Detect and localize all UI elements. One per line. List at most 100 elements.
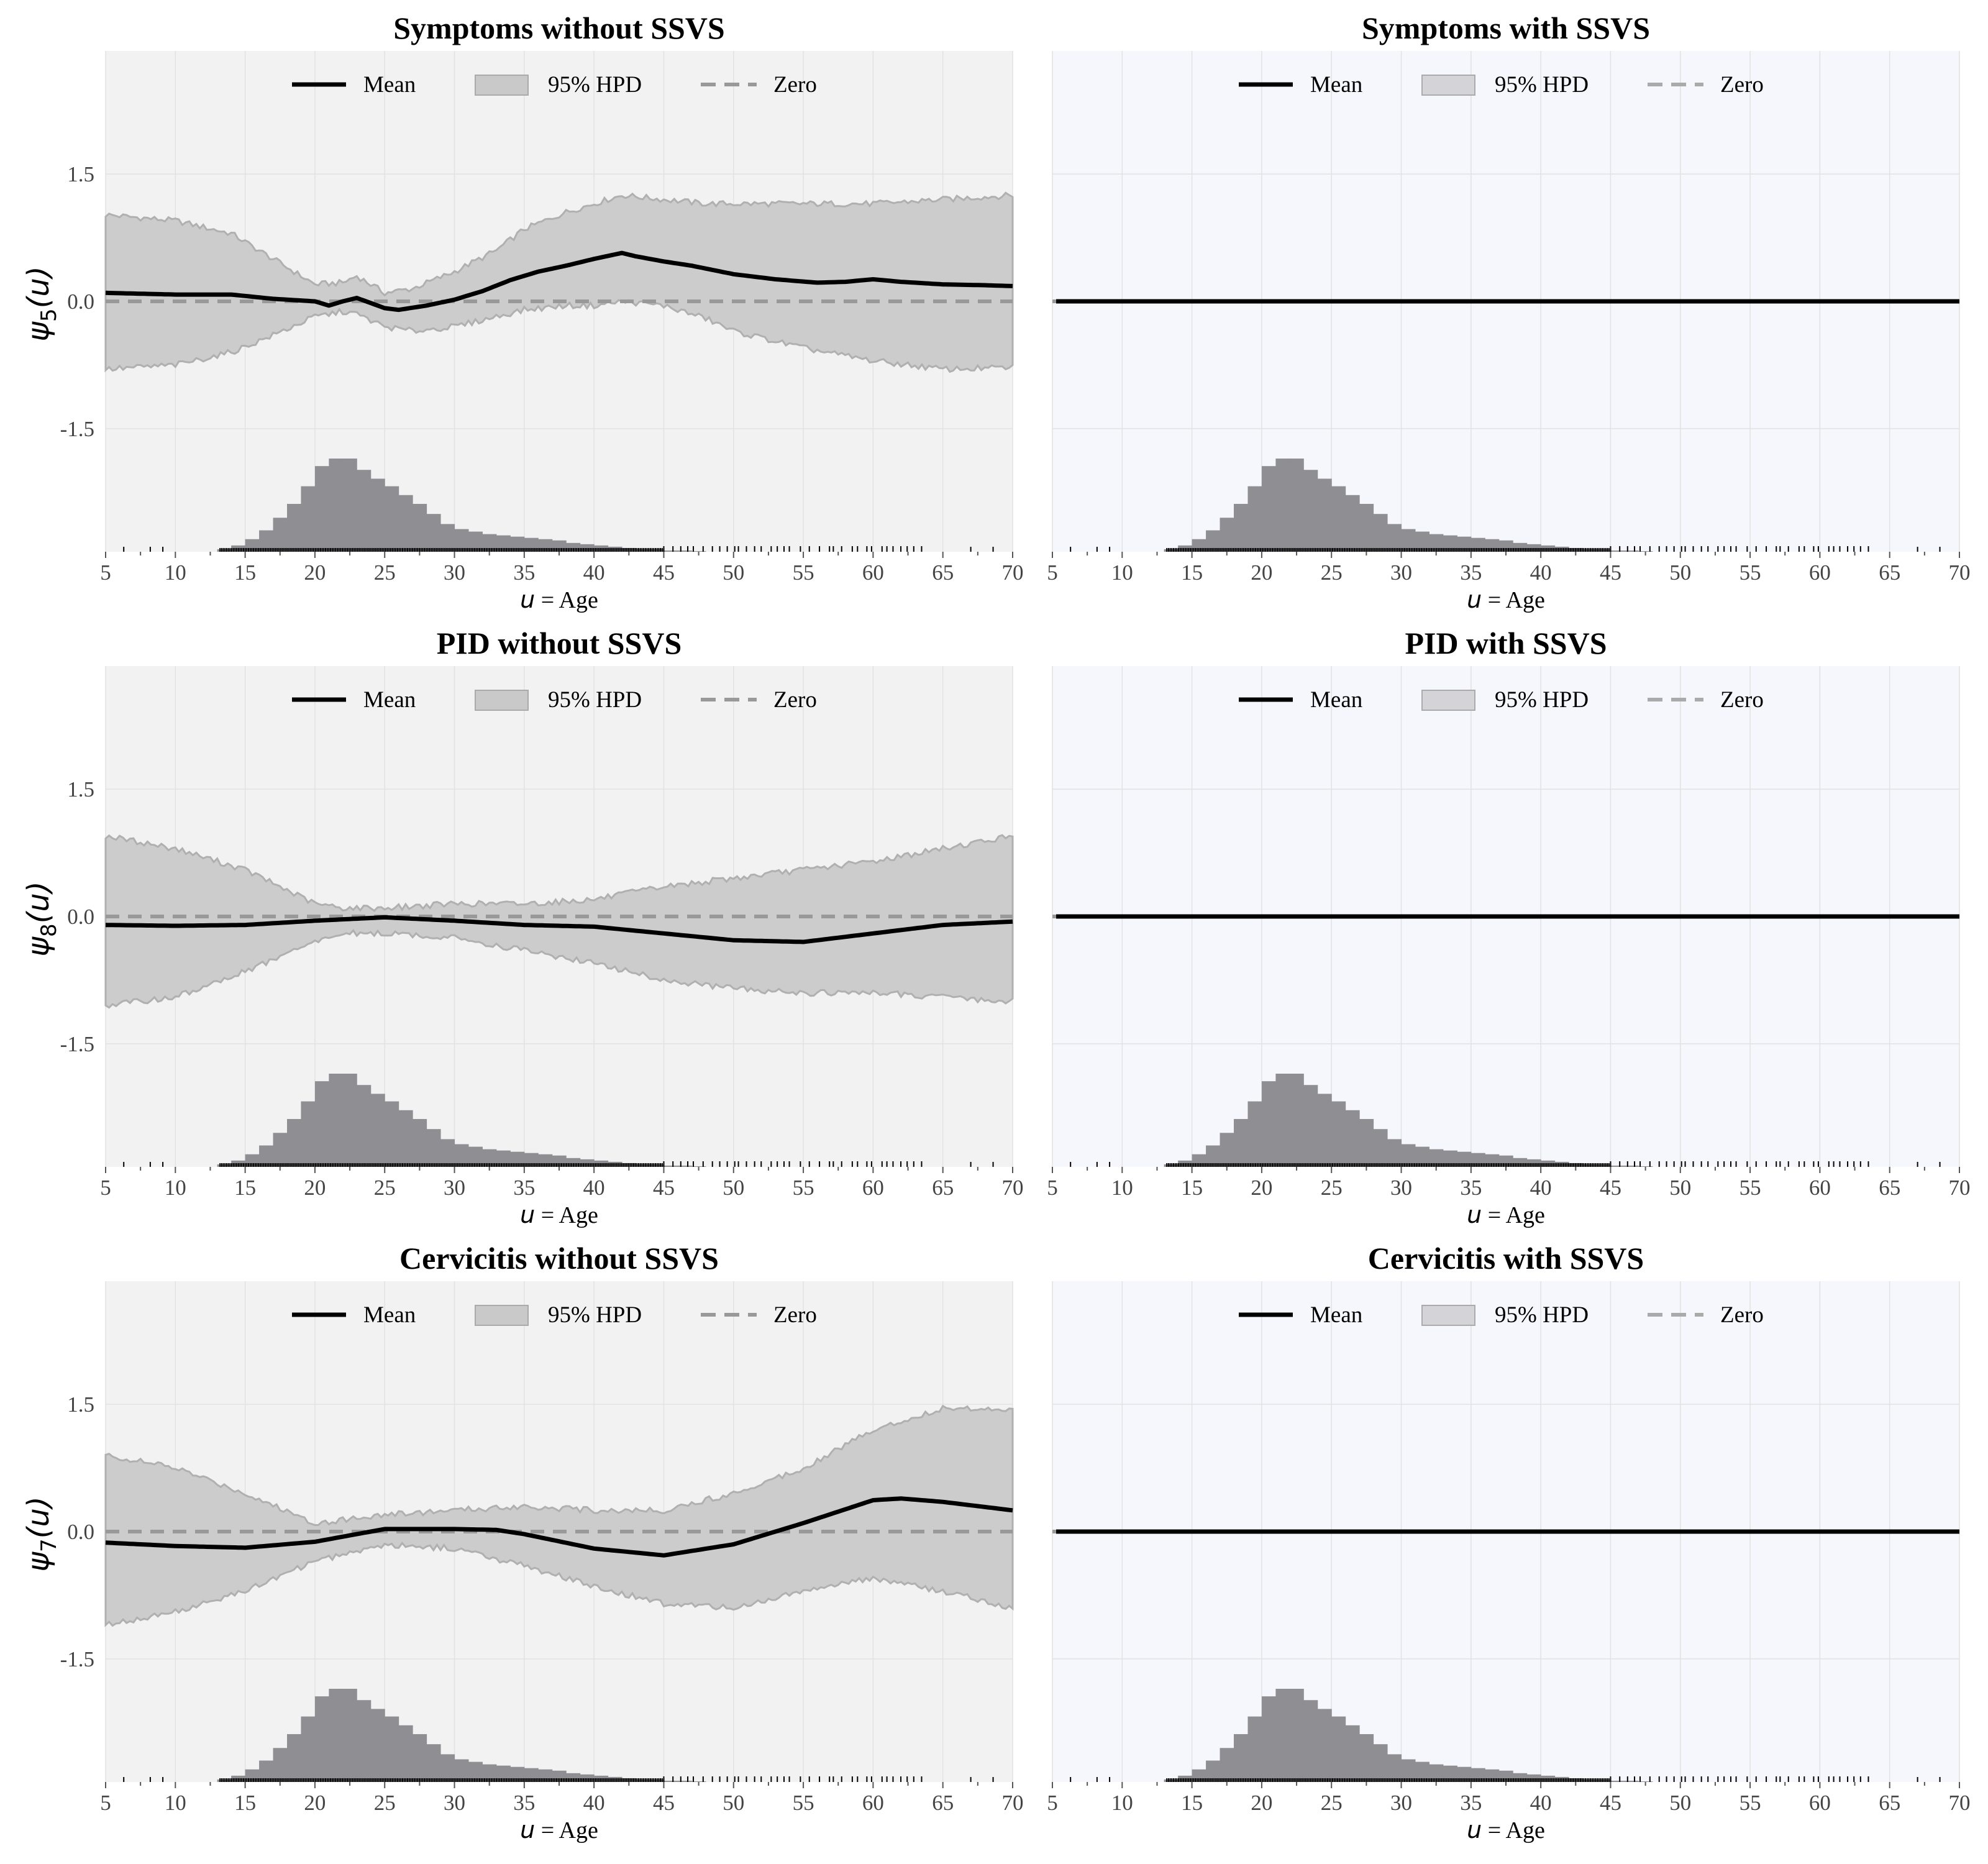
legend-hpd-label: 95% HPD — [1495, 72, 1589, 98]
histogram-bar — [1359, 1118, 1374, 1167]
x-tick-label: 35 — [1460, 1176, 1482, 1200]
histogram-bar — [1638, 551, 1653, 552]
x-axis-label-rest: = Age — [535, 1202, 598, 1228]
x-tick-label: 65 — [932, 560, 954, 585]
y-axis-label: ψ5(u) — [21, 266, 62, 341]
histogram-bar — [440, 524, 455, 552]
x-tick-label: 50 — [1669, 560, 1691, 585]
histogram-bar — [357, 1085, 372, 1167]
panel-5: 5 10 15 20 25 30 35 40 45 50 55 60 65 70 u = Age Cervic… — [1047, 1241, 1970, 1843]
legend: Mean 95% HPD Zero — [1239, 687, 1764, 713]
x-tick-label: 5 — [100, 560, 111, 585]
y-axis-label-arg: (u) — [21, 881, 56, 923]
histogram-bar — [677, 550, 692, 552]
x-tick-label: 55 — [793, 1791, 814, 1815]
histogram-bar — [1624, 1165, 1639, 1167]
histogram-bar — [1610, 1780, 1625, 1782]
legend-mean-label: Mean — [363, 1302, 416, 1328]
legend-hpd-label: 95% HPD — [548, 72, 642, 98]
y-axis-label-sub: 5 — [37, 308, 62, 322]
y-axis-label-main: ψ — [21, 1551, 56, 1572]
histogram-bar — [1457, 536, 1472, 552]
x-tick-label: 20 — [304, 560, 326, 585]
histogram-bar — [1401, 529, 1416, 552]
histogram-bar — [663, 1780, 678, 1782]
histogram-bar — [329, 1689, 344, 1782]
x-tick-label: 20 — [1251, 1176, 1272, 1200]
histogram-bar — [357, 1700, 372, 1782]
x-tick-label: 35 — [513, 1791, 535, 1815]
age-rug — [123, 1776, 994, 1782]
x-tick-label: 45 — [653, 1176, 675, 1200]
x-tick-label: 55 — [1740, 1791, 1761, 1815]
histogram-bar — [370, 1709, 385, 1782]
histogram-bar — [1582, 1779, 1597, 1782]
histogram-bar — [468, 1761, 483, 1782]
x-axis-label-var: u — [520, 1816, 535, 1843]
x-tick-label: 5 — [1047, 1176, 1058, 1200]
histogram-bar — [440, 1139, 455, 1167]
x-tick-label: 5 — [100, 1176, 111, 1200]
histogram-bar — [1234, 503, 1248, 552]
y-axis-label-arg: (u) — [21, 266, 56, 308]
x-tick-label: 50 — [723, 560, 744, 585]
histogram-bar — [1331, 486, 1346, 552]
x-tick-label: 55 — [793, 560, 814, 585]
panel-title: Symptoms without SSVS — [393, 11, 724, 45]
histogram-bar — [217, 1779, 232, 1782]
histogram-bar — [1206, 1145, 1221, 1167]
x-tick-label: 35 — [513, 560, 535, 585]
histogram-bar — [259, 1145, 274, 1167]
x-tick-label: 65 — [1879, 1176, 1900, 1200]
histogram-bar — [259, 1760, 274, 1782]
histogram-bar — [1220, 1748, 1234, 1782]
histogram-bar — [510, 1766, 525, 1782]
histogram-bar — [1401, 1759, 1416, 1782]
histogram-bar — [1373, 514, 1388, 552]
histogram-bar — [552, 1155, 567, 1167]
x-tick-label: 20 — [1251, 560, 1272, 585]
histogram-bar — [1387, 1754, 1402, 1782]
histogram-bar — [510, 536, 525, 552]
histogram-bar — [1289, 1074, 1304, 1167]
age-rug — [1070, 1161, 1941, 1167]
y-tick-label: -1.5 — [60, 1032, 94, 1056]
legend-zero-label: Zero — [773, 72, 817, 98]
legend-zero-label: Zero — [1720, 72, 1764, 98]
histogram-bar — [1582, 1164, 1597, 1167]
panel-4: 5 10 15 20 25 30 35 40 45 50 55 60 65 70 1.5 0.0 -1.5 u =… — [21, 1241, 1024, 1843]
x-tick-label: 60 — [1809, 1176, 1831, 1200]
x-tick-label: 55 — [1740, 1176, 1761, 1200]
x-tick-label: 70 — [1949, 1176, 1971, 1200]
x-axis-label: u = Age — [1467, 586, 1545, 613]
x-tick-label: 35 — [1460, 560, 1482, 585]
histogram-bar — [1415, 531, 1429, 552]
histogram-bar — [1289, 1689, 1304, 1782]
x-tick-label: 25 — [1321, 1176, 1343, 1200]
histogram-bar — [1247, 1101, 1262, 1167]
histogram-bar — [1541, 1775, 1556, 1782]
x-tick-label: 40 — [583, 560, 605, 585]
x-tick-label: 20 — [1251, 1791, 1272, 1815]
histogram-bar — [1443, 1150, 1457, 1167]
histogram-bar — [1303, 1700, 1318, 1782]
histogram-bar — [1206, 1760, 1221, 1782]
histogram-bar — [1275, 459, 1290, 552]
histogram-bar — [385, 1101, 399, 1167]
histogram-bar — [1541, 545, 1556, 552]
y-tick-label: 0.0 — [67, 1520, 94, 1544]
hpd-band — [104, 191, 1014, 373]
histogram-bar — [385, 486, 399, 552]
y-tick-label: -1.5 — [60, 1647, 94, 1671]
x-tick-label: 30 — [1390, 1176, 1412, 1200]
y-axis-label-sub: 7 — [37, 1538, 62, 1552]
x-tick-label: 70 — [1002, 1176, 1024, 1200]
histogram-bar — [663, 550, 678, 552]
histogram-bar — [1220, 1133, 1234, 1167]
histogram-bar — [1261, 466, 1276, 552]
legend-hpd-swatch — [475, 75, 529, 96]
histogram-bar — [398, 495, 413, 552]
histogram-bar — [496, 1150, 511, 1167]
histogram-bar — [594, 1160, 609, 1167]
legend-mean-label: Mean — [363, 72, 416, 98]
